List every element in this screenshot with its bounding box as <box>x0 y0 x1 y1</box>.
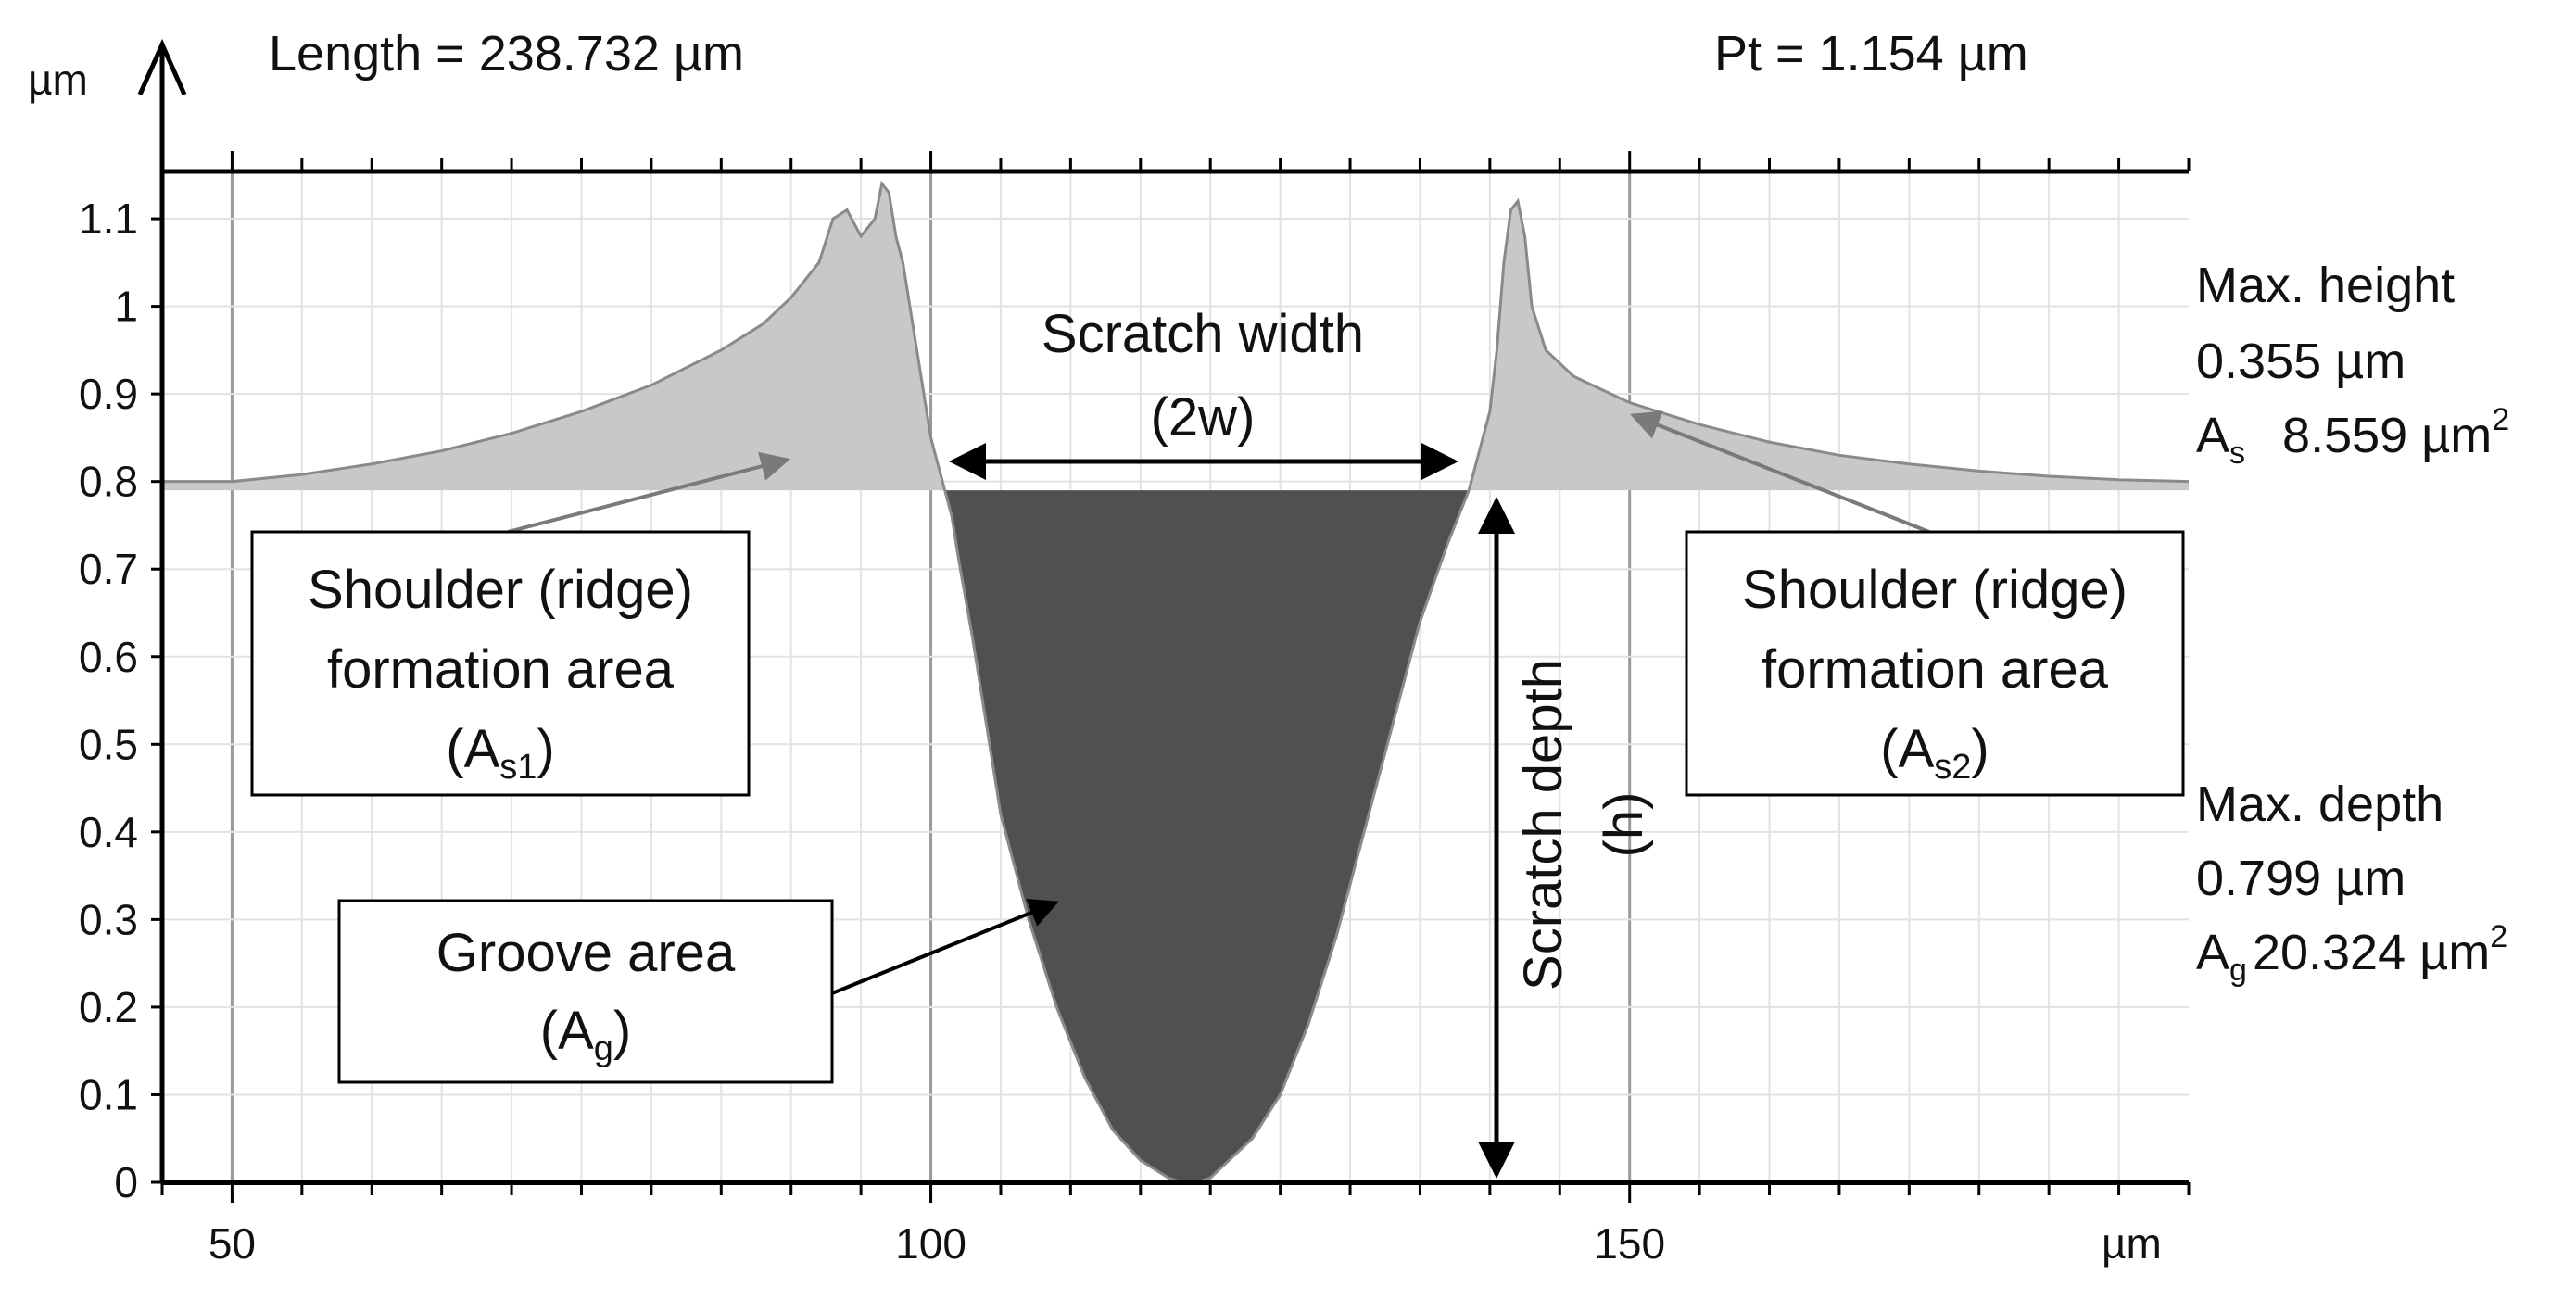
y-tick-label: 0.4 <box>79 808 138 856</box>
shoulder-right-line1: Shoulder (ridge) <box>1742 560 2128 620</box>
scratch-depth-label: Scratch depth <box>1513 659 1573 991</box>
shoulder-right-box <box>1685 530 2185 797</box>
y-tick-label: 0.3 <box>79 895 138 943</box>
shoulder-left-sym-sub: s1 <box>499 748 537 787</box>
header-pt: Pt = 1.154 µm <box>1714 26 2028 82</box>
shoulder-left-line2: formation area <box>327 639 675 700</box>
y-tick-label: 0.5 <box>79 720 138 768</box>
scratch-width-label: Scratch width <box>1042 304 1364 364</box>
y-tick-label: 0.9 <box>79 370 138 418</box>
ag-symbol: A <box>2196 925 2229 980</box>
axes <box>137 38 2191 1203</box>
as-stat: As 8.559 µm2 <box>2196 402 2509 471</box>
shoulder-right-annotation: Shoulder (ridge) formation area (As2) <box>1630 410 2185 797</box>
groove-pointer <box>831 898 1059 995</box>
groove-box <box>337 899 834 1084</box>
tick-labels: 0 0.1 0.2 0.3 0.4 0.5 0.6 0.7 0.8 0.9 1 1.1 50 100 150 <box>79 195 1665 1268</box>
shoulder-left-box <box>250 530 751 797</box>
shoulder-left-symbol: (As1) <box>446 719 554 787</box>
y-tick-label: 1.1 <box>79 195 138 243</box>
x-axis-unit: µm <box>2102 1219 2162 1268</box>
groove-annotation: Groove area (Ag) <box>337 898 1059 1084</box>
ag-value: 20.324 µm <box>2253 925 2490 980</box>
groove-sym-close: ) <box>613 1001 631 1061</box>
groove-symbol: (Ag) <box>540 1001 631 1068</box>
shoulder-left-line1: Shoulder (ridge) <box>308 560 693 620</box>
max-height-title: Max. height <box>2196 258 2455 313</box>
shoulder-left-pointer <box>507 451 791 534</box>
shoulder-right-symbol: (As2) <box>1880 719 1989 787</box>
ag-superscript: 2 <box>2490 919 2507 954</box>
profile-areas <box>162 180 2190 1184</box>
y-axis-unit: µm <box>28 56 88 104</box>
header-length: Length = 238.732 µm <box>269 26 744 82</box>
groove-area <box>162 490 2189 1182</box>
shoulder-area <box>162 183 2189 491</box>
scratch-depth-symbol: (h) <box>1594 792 1654 858</box>
shoulder-right-sym-close: ) <box>1971 719 1989 779</box>
ag-stat: Ag 20.324 µm2 <box>2196 919 2507 988</box>
shoulder-right-pointer <box>1630 410 1930 534</box>
as-value: 8.559 µm <box>2282 408 2492 463</box>
groove-sym-open: (A <box>540 1001 594 1061</box>
scratch-depth-annotation: Scratch depth (h) <box>1478 497 1654 1179</box>
x-tick-label: 150 <box>1594 1219 1665 1268</box>
x-tick-label: 50 <box>208 1219 256 1268</box>
y-tick-label: 0.7 <box>79 545 138 593</box>
y-tick-label: 0.8 <box>79 458 138 506</box>
scratch-width-symbol: (2w) <box>1151 387 1256 448</box>
max-height-value: 0.355 µm <box>2196 334 2406 389</box>
shoulder-right-line2: formation area <box>1762 639 2109 700</box>
y-tick-label: 0.1 <box>79 1070 138 1118</box>
groove-line1: Groove area <box>436 923 736 983</box>
shoulder-left-sym-close: ) <box>537 719 554 779</box>
y-axis-arrowhead <box>137 38 187 96</box>
shoulder-right-sym-open: (A <box>1880 719 1934 779</box>
as-subscript: s <box>2229 435 2245 471</box>
y-tick-label: 0.6 <box>79 633 138 681</box>
shoulder-left-sym-open: (A <box>446 719 499 779</box>
shoulder-left-annotation: Shoulder (ridge) formation area (As1) <box>250 451 791 797</box>
y-tick-label: 0.2 <box>79 983 138 1031</box>
right-stats: Max. height 0.355 µm As 8.559 µm2 Max. de… <box>2196 258 2509 988</box>
ag-subscript: g <box>2229 953 2247 988</box>
max-depth-value: 0.799 µm <box>2196 851 2406 906</box>
y-tick-label: 0 <box>114 1158 138 1206</box>
y-tick-label: 1 <box>114 283 138 331</box>
x-tick-label: 100 <box>895 1219 966 1268</box>
scratch-width-annotation: Scratch width (2w) <box>949 304 1458 480</box>
as-symbol: A <box>2196 408 2229 463</box>
max-depth-title: Max. depth <box>2196 776 2443 832</box>
as-superscript: 2 <box>2492 402 2509 437</box>
groove-sym-sub: g <box>594 1029 613 1068</box>
profile-line <box>162 180 2190 1184</box>
shoulder-right-sym-sub: s2 <box>1934 748 1971 787</box>
